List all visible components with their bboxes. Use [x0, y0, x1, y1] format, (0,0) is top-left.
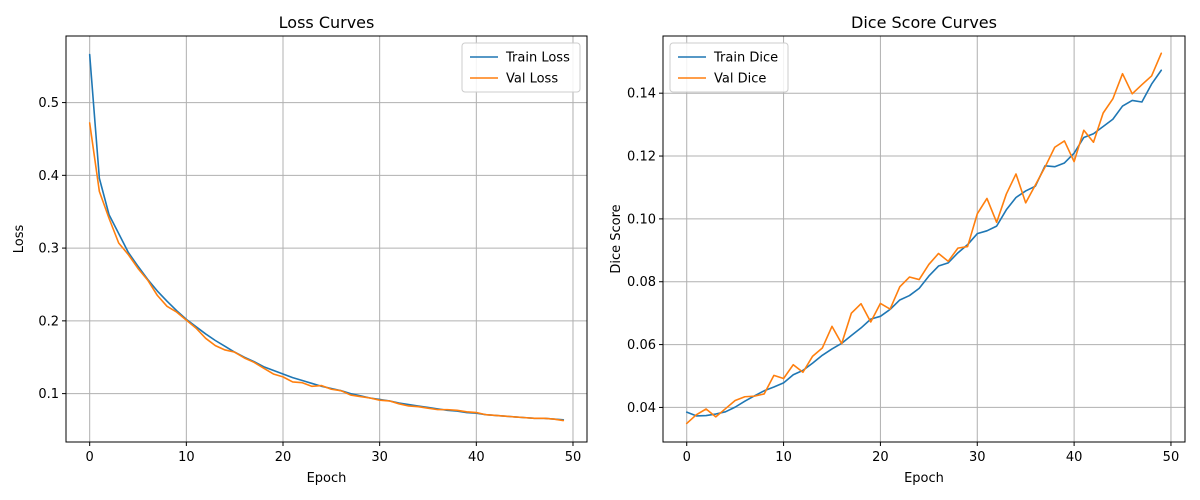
chart-title: Loss Curves — [279, 13, 375, 32]
x-tick-label: 10 — [178, 450, 195, 465]
x-tick-label: 10 — [775, 450, 792, 465]
series-line-train-loss — [88, 53, 565, 421]
y-axis-label: Loss — [12, 225, 27, 254]
plot-frame — [662, 35, 1186, 443]
x-tick-label: 40 — [1066, 450, 1083, 465]
y-tick-label: 0.4 — [38, 169, 59, 184]
x-tick-label: 40 — [468, 450, 485, 465]
x-tick-label: 20 — [275, 450, 292, 465]
y-tick-label: 0.1 — [38, 387, 59, 402]
y-tick-label: 0.12 — [627, 150, 656, 165]
y-tick-label: 0.3 — [38, 242, 59, 257]
loss-chart: 0 10 20 30 40 50 0.1 0.2 0.3 0.4 0.5 Loss Curves Epo… — [12, 13, 588, 486]
x-tick-label: 50 — [565, 450, 582, 465]
legend-label: Val Dice — [714, 72, 766, 87]
series-line-train-dice — [685, 69, 1163, 417]
y-tick-label: 0.5 — [38, 96, 59, 111]
series-line-val-loss — [88, 122, 565, 422]
chart-title: Dice Score Curves — [851, 13, 997, 32]
legend: Train Dice Val Dice — [669, 42, 789, 93]
y-axis-label: Dice Score — [609, 204, 624, 273]
x-tick-label: 30 — [969, 450, 986, 465]
x-tick-label: 0 — [86, 450, 94, 465]
x-tick-label: 30 — [371, 450, 388, 465]
legend-label: Train Dice — [713, 51, 778, 66]
y-tick-label: 0.04 — [627, 401, 656, 416]
legend-label: Train Loss — [505, 51, 570, 66]
x-axis-label: Epoch — [904, 471, 944, 486]
plot-frame — [65, 35, 588, 443]
y-tick-label: 0.08 — [627, 275, 656, 290]
x-axis-label: Epoch — [307, 471, 347, 486]
legend-label: Val Loss — [506, 72, 558, 87]
legend: Train Loss Val Loss — [461, 42, 581, 93]
y-tick-label: 0.06 — [627, 338, 656, 353]
y-tick-label: 0.14 — [627, 87, 656, 102]
y-tick-label: 0.2 — [38, 314, 59, 329]
x-tick-label: 50 — [1163, 450, 1180, 465]
dice-score-chart: 0 10 20 30 40 50 0.04 0.06 0.08 0.10 0.12 0.14 Dice … — [609, 13, 1186, 486]
x-tick-label: 0 — [683, 450, 691, 465]
y-tick-label: 0.10 — [627, 212, 656, 227]
x-tick-label: 20 — [872, 450, 889, 465]
legend-box — [669, 42, 789, 93]
legend-box — [461, 42, 581, 93]
series-line-val-dice — [685, 52, 1163, 425]
